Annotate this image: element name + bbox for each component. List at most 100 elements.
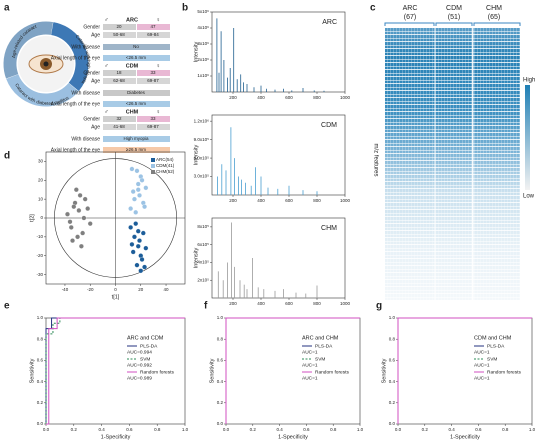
chart-title: CDM and CHM <box>474 335 512 341</box>
point <box>137 238 142 244</box>
table-cell <box>103 24 136 30</box>
cell-text: High myopia <box>123 136 149 141</box>
x-axis-label: 1-Specificity <box>278 434 308 440</box>
point <box>143 185 149 191</box>
x-tick-label: 20 <box>138 287 144 292</box>
x-tick-label: 1000 <box>340 301 351 306</box>
cell-text: Diabetes <box>127 90 146 95</box>
table-cell <box>103 90 170 96</box>
point <box>134 168 140 174</box>
chart-title: CHM <box>321 225 337 232</box>
x-tick-label: 0.0 <box>223 427 230 432</box>
cell-text: ≥26.5 mm <box>126 147 146 152</box>
cell-text: 69-84 <box>147 32 159 37</box>
legend-label: CDM(41) <box>156 163 175 168</box>
y-tick-label: 0.2 <box>37 400 44 405</box>
x-tick-label: 600 <box>285 198 293 203</box>
cell-text: 32 <box>116 116 122 121</box>
x-tick-label: 200 <box>229 198 237 203</box>
x-tick-label: 0.6 <box>475 427 482 432</box>
row-label: Gender <box>83 70 100 76</box>
point <box>135 243 141 249</box>
panel-label: f <box>204 301 208 312</box>
point <box>130 189 136 195</box>
point <box>128 206 134 212</box>
legend-label: Random forests <box>140 369 174 375</box>
point <box>75 234 81 240</box>
plot-frame <box>211 114 346 196</box>
legend-label: PLS-DA <box>140 343 158 349</box>
point <box>85 206 91 212</box>
y-tick-label: 6x10⁵ <box>197 242 209 247</box>
x-tick-label: 0.6 <box>126 427 133 432</box>
legend-label: SVM <box>487 356 497 362</box>
table-cell <box>103 101 170 107</box>
x-tick-label: -40 <box>62 287 69 292</box>
y-tick-label: 2x10⁵ <box>197 277 209 282</box>
y-tick-label: 1.0 <box>389 315 396 320</box>
point <box>140 230 146 236</box>
y-tick-label: 0.6 <box>37 358 44 363</box>
y-tick-label: 0.0 <box>217 421 224 426</box>
legend-label: Random forests <box>487 369 521 375</box>
y-axis-label: Sensitivity <box>29 358 35 383</box>
legend-auc: AUC=1 <box>302 349 318 355</box>
gender-symbol: ♂ <box>104 18 109 24</box>
plot-frame <box>211 217 346 299</box>
cell-text: 33 <box>150 116 156 121</box>
y-tick-label: 0.6 <box>217 358 224 363</box>
point <box>68 224 74 230</box>
x-tick-label: 0.2 <box>422 427 429 432</box>
y-axis-label: Intensity <box>193 145 199 166</box>
x-tick-label: 400 <box>257 301 265 306</box>
ring: Age-related cataract Cataract with high … <box>3 21 91 107</box>
y-tick-label: 0.4 <box>389 379 396 384</box>
x-tick-label: 800 <box>313 198 321 203</box>
legend-auc: AUC=1 <box>474 362 490 368</box>
legend-label: CHM(52) <box>156 169 175 174</box>
legend-label: ARC(54) <box>156 157 174 162</box>
x-tick-label: 1.0 <box>529 427 536 432</box>
x-tick-label: 200 <box>229 95 237 100</box>
x-tick-label: 0.4 <box>448 427 455 432</box>
heatmap-ylabel: m/z features <box>372 143 378 176</box>
heatmap-group-n: (67) <box>404 14 416 21</box>
legend-swatch <box>151 158 155 162</box>
x-axis-label: t[1] <box>112 294 120 300</box>
legend-label: SVM <box>140 356 150 362</box>
bracket <box>435 22 473 26</box>
x-tick-label: 0.0 <box>395 427 402 432</box>
x-axis-label: 1-Specificity <box>450 434 480 440</box>
legend-auc: AUC=1 <box>474 349 490 355</box>
y-tick-label: 5x10⁶ <box>197 9 209 14</box>
point <box>71 204 77 210</box>
group-name: CDM <box>126 63 139 69</box>
row-label: Age <box>91 32 100 38</box>
point <box>135 187 141 193</box>
roc-curve <box>225 317 360 424</box>
y-tick-label: 0.4 <box>217 379 224 384</box>
point <box>132 234 137 240</box>
y-tick-label: 20 <box>38 177 44 182</box>
cell-text: 33 <box>150 70 156 75</box>
table-cell <box>103 70 136 76</box>
y-tick-label: 0.0 <box>389 421 396 426</box>
row-label: Axial length of the eye <box>51 101 100 107</box>
point <box>139 177 145 183</box>
point <box>133 221 139 227</box>
y-axis-label: Sensitivity <box>381 358 387 383</box>
table-cell <box>103 116 136 122</box>
legend-high: High <box>523 78 535 84</box>
point <box>142 264 148 270</box>
table-cell <box>137 78 170 84</box>
point <box>70 238 75 244</box>
table-cell <box>137 24 170 30</box>
cell-text: 62-68 <box>113 78 125 83</box>
point <box>135 181 141 187</box>
legend-auc: AUC=1 <box>302 375 318 381</box>
plot-frame <box>211 11 346 93</box>
y-tick-label: 0.8 <box>37 336 44 341</box>
y-tick-label: 2x10⁶ <box>197 57 209 62</box>
